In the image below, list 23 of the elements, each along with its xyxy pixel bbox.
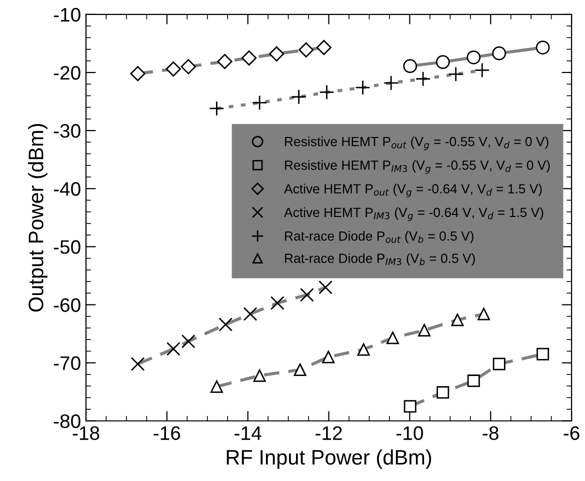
legend-label: Rat-race Diode P$_{out}$ (V$_{b}$ = 0.5 V) <box>285 231 474 244</box>
y-tick-label: -70 <box>54 356 80 370</box>
x-tick-label: -14 <box>234 426 262 440</box>
y-tick-label: -20 <box>54 66 80 80</box>
y-tick-label: -30 <box>54 124 80 138</box>
y-tick-label: -80 <box>54 414 80 428</box>
x-axis-title: RF Input Power (dBm) <box>226 449 432 469</box>
x-tick-label: -8 <box>482 426 498 440</box>
legend-label: Resistive HEMT P$_{IM3}$ (V$_{g}$ = -0.55 V, V$_{d}$ = 0 V) <box>285 160 550 174</box>
legend-label: Active HEMT P$_{IM3}$ (V$_{g}$ = -0.64 V, V$_{d}$ = 1.5 V) <box>284 207 544 222</box>
x-tick-label: -6 <box>564 426 580 440</box>
y-tick-label: -10 <box>54 8 80 22</box>
legend-label: Active HEMT P$_{out}$ (V$_{g}$ = -0.64 V, V$_{d}$ = 1.5 V) <box>284 184 542 198</box>
x-tick-label: -18 <box>72 426 100 440</box>
legend-label: Rat-race Diode P$_{IM3}$ (V$_{b}$ = 0.5 V) <box>285 253 475 266</box>
y-tick-label: -50 <box>54 240 80 254</box>
legend-label: Resistive HEMT P$_{out}$ (V$_{g}$ = -0.55 V, V$_{d}$ = 0 V) <box>285 136 548 150</box>
x-tick-label: -16 <box>154 426 180 440</box>
y-axis-title: Output Power (dBm) <box>28 124 48 312</box>
x-tick-label: -12 <box>316 426 342 440</box>
x-tick-label: -10 <box>396 426 423 440</box>
y-tick-label: -40 <box>54 182 80 196</box>
y-tick-label: -60 <box>54 298 80 312</box>
